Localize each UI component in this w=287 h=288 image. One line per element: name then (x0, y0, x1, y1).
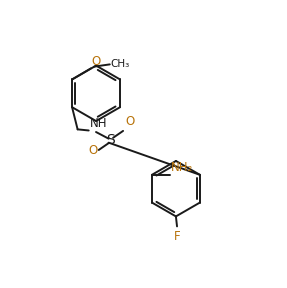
Text: F: F (174, 230, 180, 243)
Text: NH₂: NH₂ (171, 161, 193, 174)
Text: CH₃: CH₃ (110, 59, 130, 69)
Text: S: S (106, 133, 115, 147)
Text: O: O (126, 115, 135, 128)
Text: O: O (88, 144, 97, 157)
Text: NH: NH (90, 118, 107, 130)
Text: O: O (91, 55, 101, 68)
